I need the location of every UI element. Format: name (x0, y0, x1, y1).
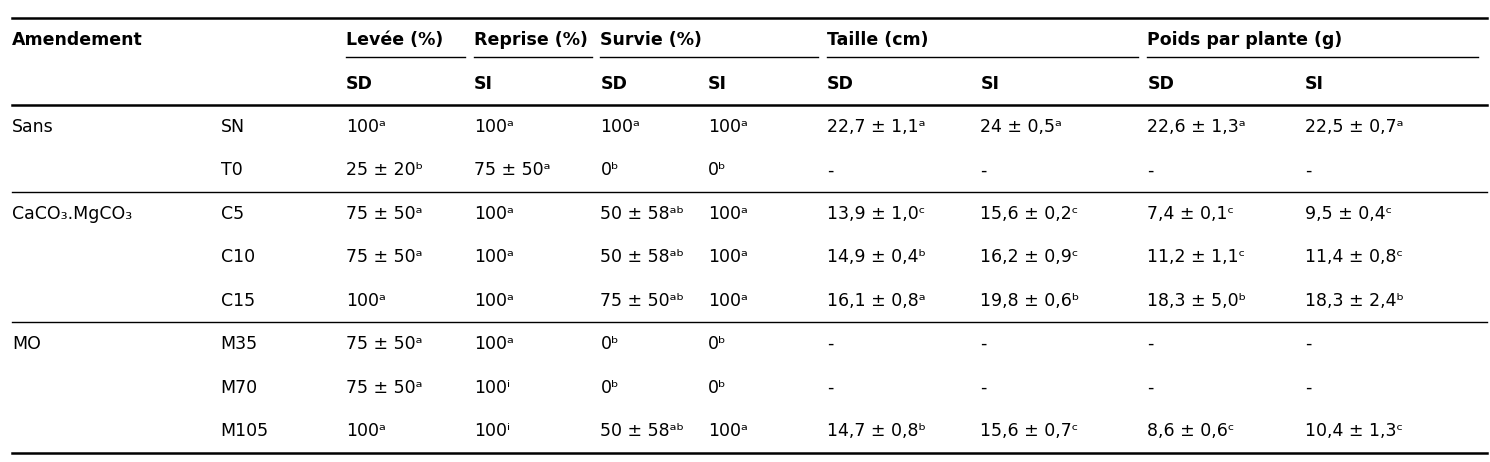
Text: 24 ± 0,5ᵃ: 24 ± 0,5ᵃ (980, 118, 1062, 136)
Text: 100ᵃ: 100ᵃ (600, 118, 641, 136)
Text: 75 ± 50ᵃ: 75 ± 50ᵃ (474, 162, 550, 179)
Text: 22,7 ± 1,1ᵃ: 22,7 ± 1,1ᵃ (827, 118, 925, 136)
Text: 100ᵃ: 100ᵃ (708, 118, 748, 136)
Text: MO: MO (12, 335, 40, 353)
Text: 0ᵇ: 0ᵇ (600, 335, 618, 353)
Text: SI: SI (1305, 75, 1325, 92)
Text: 100ᵃ: 100ᵃ (346, 422, 386, 440)
Text: -: - (980, 379, 986, 396)
Text: SI: SI (708, 75, 727, 92)
Text: 0ᵇ: 0ᵇ (708, 335, 726, 353)
Text: 0ᵇ: 0ᵇ (708, 379, 726, 396)
Text: 100ᵃ: 100ᵃ (708, 249, 748, 266)
Text: 100ⁱ: 100ⁱ (474, 422, 510, 440)
Text: SD: SD (346, 75, 372, 92)
Text: Poids par plante (g): Poids par plante (g) (1147, 31, 1342, 49)
Text: 10,4 ± 1,3ᶜ: 10,4 ± 1,3ᶜ (1305, 422, 1404, 440)
Text: SD: SD (827, 75, 854, 92)
Text: -: - (980, 335, 986, 353)
Text: Levée (%): Levée (%) (346, 31, 443, 49)
Text: -: - (1147, 335, 1153, 353)
Text: C10: C10 (221, 249, 255, 266)
Text: 100ᵃ: 100ᵃ (708, 422, 748, 440)
Text: 18,3 ± 5,0ᵇ: 18,3 ± 5,0ᵇ (1147, 292, 1247, 310)
Text: 16,2 ± 0,9ᶜ: 16,2 ± 0,9ᶜ (980, 249, 1079, 266)
Text: 100ᵃ: 100ᵃ (474, 118, 514, 136)
Text: M35: M35 (221, 335, 258, 353)
Text: SN: SN (221, 118, 244, 136)
Text: Survie (%): Survie (%) (600, 31, 702, 49)
Text: -: - (1305, 162, 1311, 179)
Text: -: - (1305, 379, 1311, 396)
Text: Sans: Sans (12, 118, 54, 136)
Text: 14,9 ± 0,4ᵇ: 14,9 ± 0,4ᵇ (827, 249, 925, 266)
Text: C15: C15 (221, 292, 255, 310)
Text: -: - (827, 335, 833, 353)
Text: 75 ± 50ᵃᵇ: 75 ± 50ᵃᵇ (600, 292, 684, 310)
Text: 9,5 ± 0,4ᶜ: 9,5 ± 0,4ᶜ (1305, 205, 1392, 223)
Text: 100ᵃ: 100ᵃ (346, 292, 386, 310)
Text: 100ᵃ: 100ᵃ (474, 292, 514, 310)
Text: 75 ± 50ᵃ: 75 ± 50ᵃ (346, 205, 422, 223)
Text: -: - (1305, 335, 1311, 353)
Text: 0ᵇ: 0ᵇ (600, 162, 618, 179)
Text: 8,6 ± 0,6ᶜ: 8,6 ± 0,6ᶜ (1147, 422, 1235, 440)
Text: -: - (980, 162, 986, 179)
Text: 100ᵃ: 100ᵃ (346, 118, 386, 136)
Text: SI: SI (980, 75, 1000, 92)
Text: 0ᵇ: 0ᵇ (708, 162, 726, 179)
Text: Reprise (%): Reprise (%) (474, 31, 587, 49)
Text: 50 ± 58ᵃᵇ: 50 ± 58ᵃᵇ (600, 422, 684, 440)
Text: SI: SI (474, 75, 493, 92)
Text: Amendement: Amendement (12, 31, 143, 49)
Text: SD: SD (1147, 75, 1174, 92)
Text: 75 ± 50ᵃ: 75 ± 50ᵃ (346, 379, 422, 396)
Text: 100ᵃ: 100ᵃ (474, 205, 514, 223)
Text: 15,6 ± 0,2ᶜ: 15,6 ± 0,2ᶜ (980, 205, 1079, 223)
Text: 22,5 ± 0,7ᵃ: 22,5 ± 0,7ᵃ (1305, 118, 1404, 136)
Text: M70: M70 (221, 379, 258, 396)
Text: -: - (827, 379, 833, 396)
Text: 75 ± 50ᵃ: 75 ± 50ᵃ (346, 249, 422, 266)
Text: 16,1 ± 0,8ᵃ: 16,1 ± 0,8ᵃ (827, 292, 925, 310)
Text: 13,9 ± 1,0ᶜ: 13,9 ± 1,0ᶜ (827, 205, 925, 223)
Text: 0ᵇ: 0ᵇ (600, 379, 618, 396)
Text: CaCO₃.MgCO₃: CaCO₃.MgCO₃ (12, 205, 133, 223)
Text: 7,4 ± 0,1ᶜ: 7,4 ± 0,1ᶜ (1147, 205, 1234, 223)
Text: T0: T0 (221, 162, 243, 179)
Text: -: - (827, 162, 833, 179)
Text: 15,6 ± 0,7ᶜ: 15,6 ± 0,7ᶜ (980, 422, 1079, 440)
Text: -: - (1147, 162, 1153, 179)
Text: 11,2 ± 1,1ᶜ: 11,2 ± 1,1ᶜ (1147, 249, 1246, 266)
Text: 22,6 ± 1,3ᵃ: 22,6 ± 1,3ᵃ (1147, 118, 1246, 136)
Text: 11,4 ± 0,8ᶜ: 11,4 ± 0,8ᶜ (1305, 249, 1404, 266)
Text: 100ᵃ: 100ᵃ (708, 292, 748, 310)
Text: 25 ± 20ᵇ: 25 ± 20ᵇ (346, 162, 423, 179)
Text: 18,3 ± 2,4ᵇ: 18,3 ± 2,4ᵇ (1305, 292, 1404, 310)
Text: 50 ± 58ᵃᵇ: 50 ± 58ᵃᵇ (600, 205, 684, 223)
Text: SD: SD (600, 75, 627, 92)
Text: -: - (1147, 379, 1153, 396)
Text: C5: C5 (221, 205, 244, 223)
Text: 100ᵃ: 100ᵃ (708, 205, 748, 223)
Text: 100ᵃ: 100ᵃ (474, 249, 514, 266)
Text: 100ⁱ: 100ⁱ (474, 379, 510, 396)
Text: M105: M105 (221, 422, 268, 440)
Text: Taille (cm): Taille (cm) (827, 31, 928, 49)
Text: 75 ± 50ᵃ: 75 ± 50ᵃ (346, 335, 422, 353)
Text: 14,7 ± 0,8ᵇ: 14,7 ± 0,8ᵇ (827, 422, 925, 440)
Text: 50 ± 58ᵃᵇ: 50 ± 58ᵃᵇ (600, 249, 684, 266)
Text: 19,8 ± 0,6ᵇ: 19,8 ± 0,6ᵇ (980, 292, 1080, 310)
Text: 100ᵃ: 100ᵃ (474, 335, 514, 353)
